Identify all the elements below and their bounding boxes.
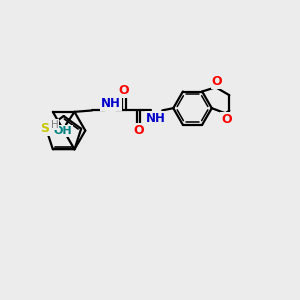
Text: O: O <box>212 74 223 88</box>
Text: NH: NH <box>101 97 121 110</box>
Text: H: H <box>51 120 58 130</box>
Text: NH: NH <box>146 112 166 125</box>
Text: S: S <box>40 122 49 135</box>
Text: OH: OH <box>54 126 73 136</box>
Text: O: O <box>119 84 129 97</box>
Text: O: O <box>221 113 232 126</box>
Text: O: O <box>134 124 144 137</box>
